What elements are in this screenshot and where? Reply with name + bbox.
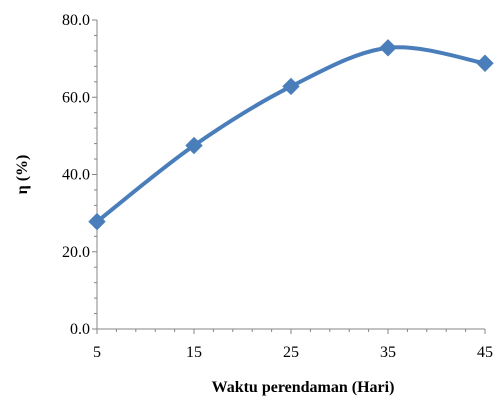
series	[88, 39, 494, 231]
x-tick-label: 35	[380, 344, 396, 361]
series-line	[95, 45, 486, 224]
y-tick-label: 20.0	[62, 244, 90, 261]
x-tick-label: 25	[283, 344, 299, 361]
x-tick-label: 45	[477, 344, 493, 361]
x-axis-title: Waktu perendaman (Hari)	[212, 379, 395, 396]
x-axis: 5 15 25 35 45	[93, 328, 493, 361]
data-point-marker	[88, 212, 106, 231]
data-point-marker	[476, 54, 494, 72]
y-axis-title: η (%)	[14, 155, 31, 195]
x-tick-label: 15	[186, 344, 202, 361]
data-point-marker	[185, 136, 203, 155]
data-point-marker	[379, 39, 397, 57]
y-tick-label: 0.0	[70, 321, 90, 338]
x-tick-label: 5	[93, 344, 101, 361]
y-tick-label: 80.0	[62, 12, 90, 29]
y-tick-label: 40.0	[62, 167, 90, 184]
data-point-marker	[282, 77, 300, 96]
y-axis: 0.0 20.0 40.0 60.0 80.0	[62, 12, 98, 338]
y-tick-label: 60.0	[62, 89, 90, 106]
